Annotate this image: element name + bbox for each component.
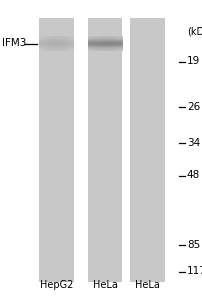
Text: IFM3: IFM3 <box>2 38 26 49</box>
Text: 117: 117 <box>187 266 202 277</box>
Text: 34: 34 <box>187 137 200 148</box>
Text: HeLa: HeLa <box>93 280 118 290</box>
Bar <box>88 18 122 282</box>
Bar <box>130 18 165 282</box>
Text: 19: 19 <box>187 56 200 67</box>
Text: 26: 26 <box>187 101 200 112</box>
Text: (kD): (kD) <box>187 26 202 37</box>
Text: 48: 48 <box>187 170 200 181</box>
Text: HepG2: HepG2 <box>40 280 73 290</box>
Bar <box>39 18 74 282</box>
Text: 85: 85 <box>187 239 200 250</box>
Text: HeLa: HeLa <box>135 280 160 290</box>
